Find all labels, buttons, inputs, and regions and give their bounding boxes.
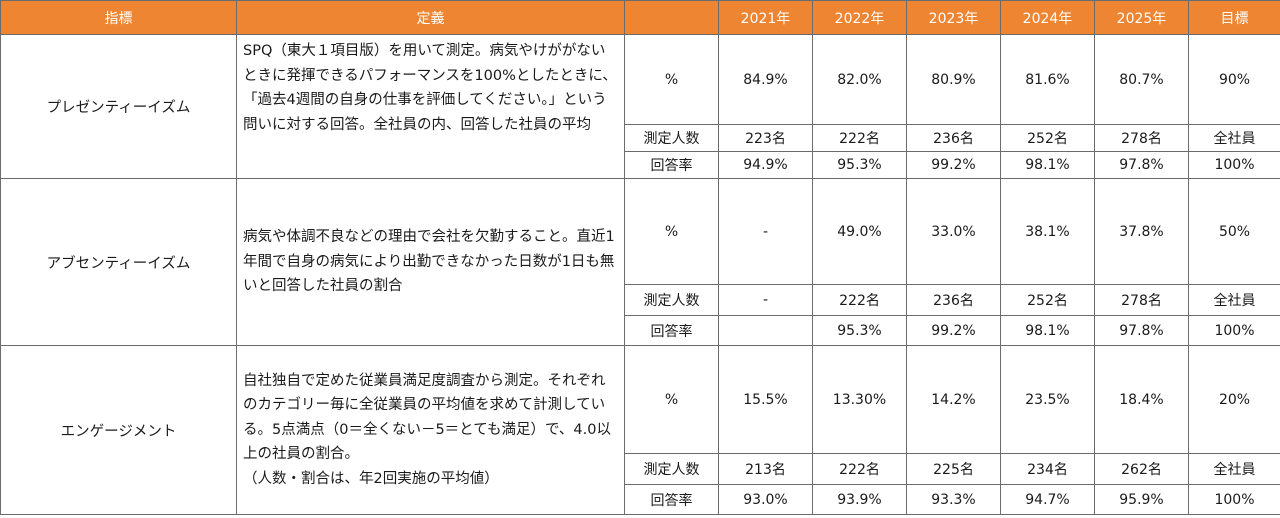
value-2022: 95.3% bbox=[812, 315, 907, 346]
header-2025: 2025年 bbox=[1094, 0, 1189, 35]
value-2025: 97.8% bbox=[1094, 315, 1189, 346]
header-indicator: 指標 bbox=[0, 0, 237, 35]
header-2022: 2022年 bbox=[812, 0, 907, 35]
table-row: 回答率 93.0% 93.9% 93.3% 94.7% 95.9% 100% bbox=[1, 484, 1280, 515]
value-2021 bbox=[718, 315, 813, 346]
value-2023: 14.2% bbox=[906, 345, 1001, 454]
metric-label: 回答率 bbox=[624, 151, 719, 179]
value-target: 50% bbox=[1188, 178, 1280, 285]
header-2023: 2023年 bbox=[906, 0, 1001, 35]
indicator-absenteeism: アブセンティーイズム bbox=[0, 178, 237, 346]
value-2025: 80.7% bbox=[1094, 34, 1189, 125]
definition-absenteeism: 病気や体調不良などの理由で会社を欠勤すること。直近1年間で自身の病気により出勤で… bbox=[236, 178, 625, 346]
value-2021: - bbox=[718, 178, 813, 285]
definition-presenteeism: SPQ（東大１項目版）を用いて測定。病気やけががないときに発揮できるパフォーマン… bbox=[236, 34, 625, 179]
table-row: アブセンティーイズム 病気や体調不良などの理由で会社を欠勤すること。直近1年間で… bbox=[0, 178, 1280, 346]
value-2023: 225名 bbox=[906, 453, 1001, 485]
header-row: 指標 定義 2021年 2022年 2023年 2024年 2025年 目標 bbox=[0, 0, 1280, 35]
value-2024: 98.1% bbox=[1000, 315, 1095, 346]
value-2022: 222名 bbox=[812, 453, 907, 485]
value-2021: 213名 bbox=[718, 453, 813, 485]
value-2021: 223名 bbox=[718, 124, 813, 152]
value-2025: 37.8% bbox=[1094, 178, 1189, 285]
definition-engagement: 自社独自で定めた従業員満足度調査から測定。それぞれのカテゴリー毎に全従業員の平均… bbox=[236, 345, 625, 515]
value-2023: 93.3% bbox=[906, 484, 1001, 515]
value-2021: 93.0% bbox=[718, 484, 813, 515]
value-2023: 80.9% bbox=[906, 34, 1001, 125]
table-row: エンゲージメント 自社独自で定めた従業員満足度調査から測定。それぞれのカテゴリー… bbox=[0, 345, 1280, 515]
value-2023: 236名 bbox=[906, 284, 1001, 316]
value-2025: 278名 bbox=[1094, 124, 1189, 152]
value-2024: 38.1% bbox=[1000, 178, 1095, 285]
table-row: プレゼンティーイズム SPQ（東大１項目版）を用いて測定。病気やけががないときに… bbox=[0, 34, 1280, 179]
value-2023: 99.2% bbox=[906, 151, 1001, 179]
header-2024: 2024年 bbox=[1000, 0, 1095, 35]
value-2022: 95.3% bbox=[812, 151, 907, 179]
value-2024: 81.6% bbox=[1000, 34, 1095, 125]
metric-label: % bbox=[624, 34, 719, 125]
table-row: 回答率 94.9% 95.3% 99.2% 98.1% 97.8% 100% bbox=[1, 151, 1280, 179]
value-2023: 99.2% bbox=[906, 315, 1001, 346]
header-metric bbox=[624, 0, 719, 35]
header-definition: 定義 bbox=[236, 0, 625, 35]
metric-label: 測定人数 bbox=[624, 453, 719, 485]
table-row: 測定人数 223名 222名 236名 252名 278名 全社員 bbox=[1, 124, 1280, 152]
value-2022: 222名 bbox=[812, 124, 907, 152]
value-target: 90% bbox=[1188, 34, 1280, 125]
header-target: 目標 bbox=[1188, 0, 1280, 35]
value-target: 全社員 bbox=[1188, 124, 1280, 152]
value-2025: 18.4% bbox=[1094, 345, 1189, 454]
header-2021: 2021年 bbox=[718, 0, 813, 35]
value-2025: 278名 bbox=[1094, 284, 1189, 316]
value-2024: 252名 bbox=[1000, 124, 1095, 152]
indicator-presenteeism: プレゼンティーイズム bbox=[0, 34, 237, 179]
value-2021: 15.5% bbox=[718, 345, 813, 454]
value-target: 20% bbox=[1188, 345, 1280, 454]
value-2024: 252名 bbox=[1000, 284, 1095, 316]
value-2025: 97.8% bbox=[1094, 151, 1189, 179]
value-target: 100% bbox=[1188, 151, 1280, 179]
value-2022: 222名 bbox=[812, 284, 907, 316]
value-2022: 49.0% bbox=[812, 178, 907, 285]
metric-label: 回答率 bbox=[624, 484, 719, 515]
value-2024: 94.7% bbox=[1000, 484, 1095, 515]
metric-label: 測定人数 bbox=[624, 124, 719, 152]
value-target: 全社員 bbox=[1188, 453, 1280, 485]
value-2022: 13.30% bbox=[812, 345, 907, 454]
metric-label: 回答率 bbox=[624, 315, 719, 346]
value-2023: 236名 bbox=[906, 124, 1001, 152]
indicator-engagement: エンゲージメント bbox=[0, 345, 237, 515]
value-2021: 84.9% bbox=[718, 34, 813, 125]
value-2025: 262名 bbox=[1094, 453, 1189, 485]
value-2024: 98.1% bbox=[1000, 151, 1095, 179]
value-2021: - bbox=[718, 284, 813, 316]
value-2022: 82.0% bbox=[812, 34, 907, 125]
table-row: 回答率 95.3% 99.2% 98.1% 97.8% 100% bbox=[1, 315, 1280, 346]
metric-label: % bbox=[624, 345, 719, 454]
value-2022: 93.9% bbox=[812, 484, 907, 515]
value-target: 全社員 bbox=[1188, 284, 1280, 316]
value-2024: 234名 bbox=[1000, 453, 1095, 485]
value-2024: 23.5% bbox=[1000, 345, 1095, 454]
value-target: 100% bbox=[1188, 315, 1280, 346]
metric-label: % bbox=[624, 178, 719, 285]
metric-label: 測定人数 bbox=[624, 284, 719, 316]
value-2021: 94.9% bbox=[718, 151, 813, 179]
value-2023: 33.0% bbox=[906, 178, 1001, 285]
value-2025: 95.9% bbox=[1094, 484, 1189, 515]
value-target: 100% bbox=[1188, 484, 1280, 515]
